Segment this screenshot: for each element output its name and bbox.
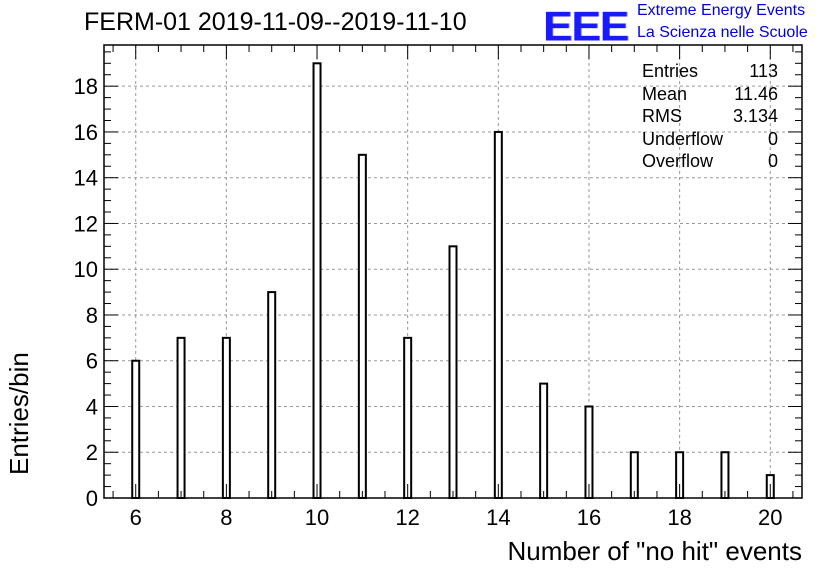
y-tick-label: 14 bbox=[74, 166, 98, 191]
x-tick-label: 8 bbox=[220, 505, 232, 530]
histogram-bar bbox=[448, 245, 458, 499]
stats-row-mean: Mean 11.46 bbox=[642, 83, 778, 106]
histogram-bar bbox=[176, 336, 186, 499]
x-tick-label: 12 bbox=[395, 505, 419, 530]
histogram-bar bbox=[312, 62, 322, 499]
x-axis-label: Number of "no hit" events bbox=[507, 536, 803, 566]
stats-value: 3.134 bbox=[732, 106, 778, 126]
stats-row-underflow: Underflow 0 bbox=[642, 128, 778, 151]
y-tick-label: 6 bbox=[86, 349, 98, 374]
x-tick-label: 20 bbox=[758, 505, 782, 530]
x-tick-label: 6 bbox=[130, 505, 142, 530]
y-tick-label: 10 bbox=[74, 257, 98, 282]
eee-logo: EEE bbox=[543, 3, 629, 50]
stats-value: 0 bbox=[767, 128, 778, 149]
logo-caption-line2: La Scienza nelle Scuole bbox=[637, 24, 808, 41]
stats-value: 11.46 bbox=[734, 83, 778, 104]
x-tick-label: 14 bbox=[486, 505, 510, 530]
histogram-bar bbox=[403, 336, 413, 499]
histogram-bar bbox=[131, 359, 141, 499]
stats-row-entries: Entries 113 bbox=[642, 60, 778, 83]
histogram-bar bbox=[539, 382, 549, 499]
y-tick-label: 16 bbox=[74, 120, 98, 145]
histogram-bar bbox=[267, 291, 277, 499]
histogram-bar bbox=[221, 336, 231, 499]
y-axis-label: Entries/bin bbox=[4, 352, 34, 475]
stats-label: RMS bbox=[642, 106, 682, 126]
stats-label: Entries bbox=[642, 61, 699, 81]
y-tick-label: 18 bbox=[74, 74, 98, 99]
y-tick-label: 2 bbox=[86, 440, 98, 465]
x-tick-label: 16 bbox=[577, 505, 601, 530]
x-tick-label: 18 bbox=[667, 505, 691, 530]
y-tick-label: 12 bbox=[74, 211, 98, 236]
stats-label: Overflow bbox=[642, 151, 714, 171]
y-tick-label: 0 bbox=[86, 486, 98, 511]
y-tick-label: 8 bbox=[86, 303, 98, 328]
chart-title: FERM-01 2019-11-09--2019-11-10 bbox=[84, 8, 467, 36]
stats-label: Underflow bbox=[642, 128, 724, 149]
y-tick-label: 4 bbox=[86, 394, 98, 419]
stats-value: 113 bbox=[749, 61, 778, 81]
stats-row-overflow: Overflow 0 bbox=[642, 150, 778, 173]
x-tick-label: 10 bbox=[305, 505, 329, 530]
histogram-bar bbox=[357, 153, 367, 499]
logo-caption-line1: Extreme Energy Events bbox=[637, 2, 806, 19]
stats-box: Entries 113 Mean 11.46 RMS 3.134 Underfl… bbox=[642, 60, 778, 173]
stats-label: Mean bbox=[642, 83, 688, 104]
stats-value: 0 bbox=[767, 151, 778, 171]
histogram-bar bbox=[493, 130, 503, 499]
stats-row-rms: RMS 3.134 bbox=[642, 105, 778, 128]
